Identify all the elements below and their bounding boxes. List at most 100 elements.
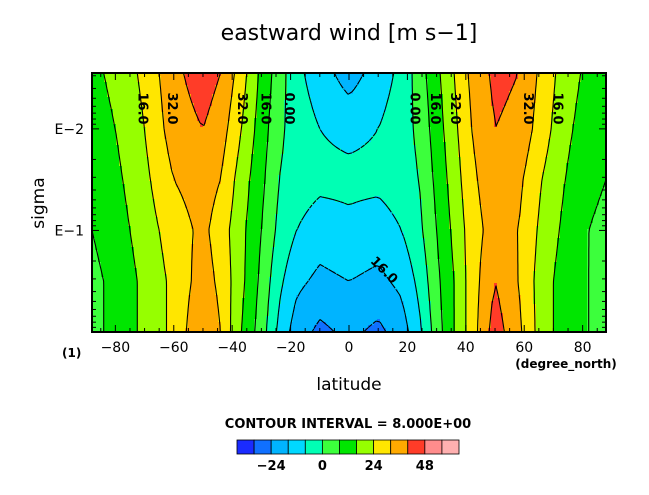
- contour-cell: [143, 199, 147, 203]
- contour-cell: [257, 220, 261, 224]
- contour-cell: [170, 280, 174, 284]
- contour-cell: [119, 115, 123, 119]
- contour-cell: [185, 229, 189, 233]
- contour-cell: [95, 322, 99, 326]
- contour-cell: [263, 109, 267, 113]
- contour-cell: [239, 250, 243, 254]
- contour-cell: [254, 286, 258, 290]
- contour-cell: [125, 154, 129, 158]
- contour-cell: [254, 97, 258, 101]
- contour-cell: [155, 226, 159, 230]
- contour-cell: [146, 238, 150, 242]
- contour-cell: [224, 94, 228, 98]
- contour-cell: [107, 145, 111, 149]
- contour-cell: [224, 121, 228, 125]
- contour-cell: [239, 79, 243, 83]
- contour-cell: [257, 88, 261, 92]
- contour-cell: [230, 193, 234, 197]
- contour-cell: [176, 259, 180, 263]
- contour-cell: [230, 115, 234, 119]
- contour-cell: [128, 154, 132, 158]
- contour-cell: [188, 139, 192, 143]
- contour-cell: [173, 316, 177, 320]
- contour-cell: [143, 220, 147, 224]
- contour-cell: [218, 310, 222, 314]
- contour-cell: [227, 229, 231, 233]
- contour-cell: [137, 142, 141, 146]
- contour-cell: [254, 130, 258, 134]
- contour-cell: [209, 97, 213, 101]
- contour-cell: [173, 226, 177, 230]
- contour-cell: [155, 154, 159, 158]
- contour-cell: [236, 82, 240, 86]
- contour-cell: [254, 256, 258, 260]
- contour-cell: [218, 307, 222, 311]
- contour-cell: [215, 319, 219, 323]
- contour-cell: [107, 172, 111, 176]
- contour-cell: [242, 205, 246, 209]
- contour-cell: [119, 301, 123, 305]
- contour-cell: [149, 106, 153, 110]
- contour-cell: [113, 271, 117, 275]
- contour-cell: [95, 130, 99, 134]
- contour-cell: [146, 145, 150, 149]
- contour-cell: [95, 214, 99, 218]
- contour-cell: [254, 136, 258, 140]
- contour-cell: [164, 223, 168, 227]
- contour-cell: [119, 121, 123, 125]
- contour-cell: [242, 256, 246, 260]
- contour-cell: [245, 301, 249, 305]
- contour-cell: [203, 142, 207, 146]
- contour-cell: [146, 268, 150, 272]
- contour-cell: [218, 121, 222, 125]
- contour-cell: [191, 181, 195, 185]
- contour-cell: [149, 250, 153, 254]
- contour-cell: [98, 313, 102, 317]
- contour-cell: [101, 205, 105, 209]
- contour-cell: [146, 76, 150, 80]
- contour-cell: [98, 118, 102, 122]
- contour-cell: [215, 160, 219, 164]
- contour-cell: [176, 112, 180, 116]
- contour-cell: [101, 88, 105, 92]
- contour-cell: [242, 163, 246, 167]
- contour-cell: [113, 220, 117, 224]
- contour-cell: [158, 316, 162, 320]
- contour-cell: [155, 280, 159, 284]
- contour-cell: [245, 94, 249, 98]
- contour-cell: [188, 310, 192, 314]
- contour-cell: [203, 97, 207, 101]
- contour-cell: [236, 76, 240, 80]
- contour-cell: [230, 313, 234, 317]
- contour-cell: [251, 163, 255, 167]
- contour-cell: [233, 238, 237, 242]
- contour-cell: [248, 199, 252, 203]
- contour-cell: [164, 151, 168, 155]
- contour-cell: [137, 256, 141, 260]
- contour-cell: [116, 292, 120, 296]
- contour-cell: [113, 256, 117, 260]
- contour-cell: [242, 268, 246, 272]
- contour-cell: [128, 82, 132, 86]
- contour-cell: [140, 100, 144, 104]
- contour-cell: [164, 112, 168, 116]
- contour-cell: [245, 103, 249, 107]
- contour-cell: [188, 307, 192, 311]
- contour-cell: [155, 178, 159, 182]
- contour-cell: [254, 298, 258, 302]
- contour-cell: [110, 178, 114, 182]
- contour-cell: [257, 286, 261, 290]
- contour-cell: [203, 76, 207, 80]
- contour-cell: [239, 88, 243, 92]
- contour-cell: [227, 214, 231, 218]
- contour-cell: [122, 175, 126, 179]
- contour-cell: [119, 286, 123, 290]
- contour-cell: [95, 139, 99, 143]
- contour-cell: [110, 274, 114, 278]
- contour-cell: [209, 325, 213, 329]
- contour-cell: [122, 145, 126, 149]
- contour-cell: [191, 259, 195, 263]
- contour-cell: [185, 247, 189, 251]
- contour-cell: [203, 244, 207, 248]
- contour-cell: [215, 280, 219, 284]
